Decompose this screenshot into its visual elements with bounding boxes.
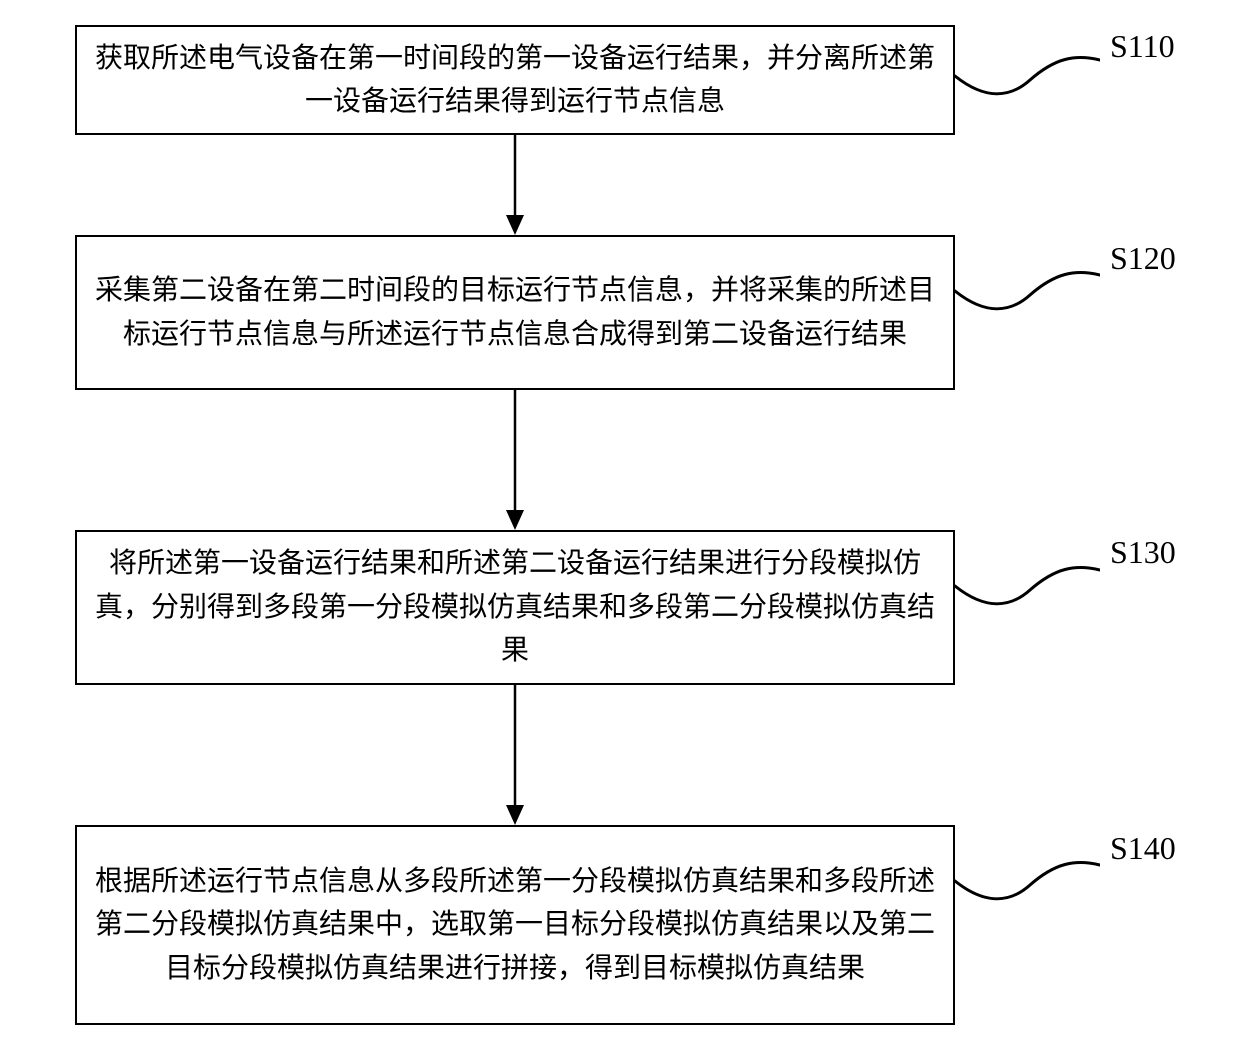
step-s120: 采集第二设备在第二时间段的目标运行节点信息，并将采集的所述目标运行节点信息与所述… xyxy=(75,235,955,390)
step-s130: 将所述第一设备运行结果和所述第二设备运行结果进行分段模拟仿真，分别得到多段第一分… xyxy=(75,530,955,685)
step-box: 根据所述运行节点信息从多段所述第一分段模拟仿真结果和多段所述第二分段模拟仿真结果… xyxy=(75,825,955,1025)
flowchart-container: 获取所述电气设备在第一时间段的第一设备运行结果，并分离所述第一设备运行结果得到运… xyxy=(0,0,1240,1048)
step-text: 根据所述运行节点信息从多段所述第一分段模拟仿真结果和多段所述第二分段模拟仿真结果… xyxy=(95,860,935,990)
step-label-text: S140 xyxy=(1110,830,1176,866)
step-s140: 根据所述运行节点信息从多段所述第一分段模拟仿真结果和多段所述第二分段模拟仿真结果… xyxy=(75,825,955,1025)
step-box: 将所述第一设备运行结果和所述第二设备运行结果进行分段模拟仿真，分别得到多段第一分… xyxy=(75,530,955,685)
step-text: 采集第二设备在第二时间段的目标运行节点信息，并将采集的所述目标运行节点信息与所述… xyxy=(95,269,935,356)
flow-arrow xyxy=(504,685,526,825)
step-label: S120 xyxy=(1110,238,1176,277)
connector-curl xyxy=(955,855,1100,903)
step-box: 获取所述电气设备在第一时间段的第一设备运行结果，并分离所述第一设备运行结果得到运… xyxy=(75,25,955,135)
step-text: 获取所述电气设备在第一时间段的第一设备运行结果，并分离所述第一设备运行结果得到运… xyxy=(95,37,935,124)
connector-curl xyxy=(955,50,1100,98)
step-label-text: S130 xyxy=(1110,534,1176,570)
step-label: S140 xyxy=(1110,828,1176,867)
step-s110: 获取所述电气设备在第一时间段的第一设备运行结果，并分离所述第一设备运行结果得到运… xyxy=(75,25,955,135)
step-label: S130 xyxy=(1110,532,1176,571)
step-box: 采集第二设备在第二时间段的目标运行节点信息，并将采集的所述目标运行节点信息与所述… xyxy=(75,235,955,390)
flow-arrow xyxy=(504,390,526,530)
step-label: S110 xyxy=(1110,26,1175,65)
step-text: 将所述第一设备运行结果和所述第二设备运行结果进行分段模拟仿真，分别得到多段第一分… xyxy=(95,542,935,672)
flow-arrow xyxy=(504,135,526,235)
connector-curl xyxy=(955,560,1100,608)
step-label-text: S110 xyxy=(1110,28,1175,64)
connector-curl xyxy=(955,265,1100,313)
step-label-text: S120 xyxy=(1110,240,1176,276)
